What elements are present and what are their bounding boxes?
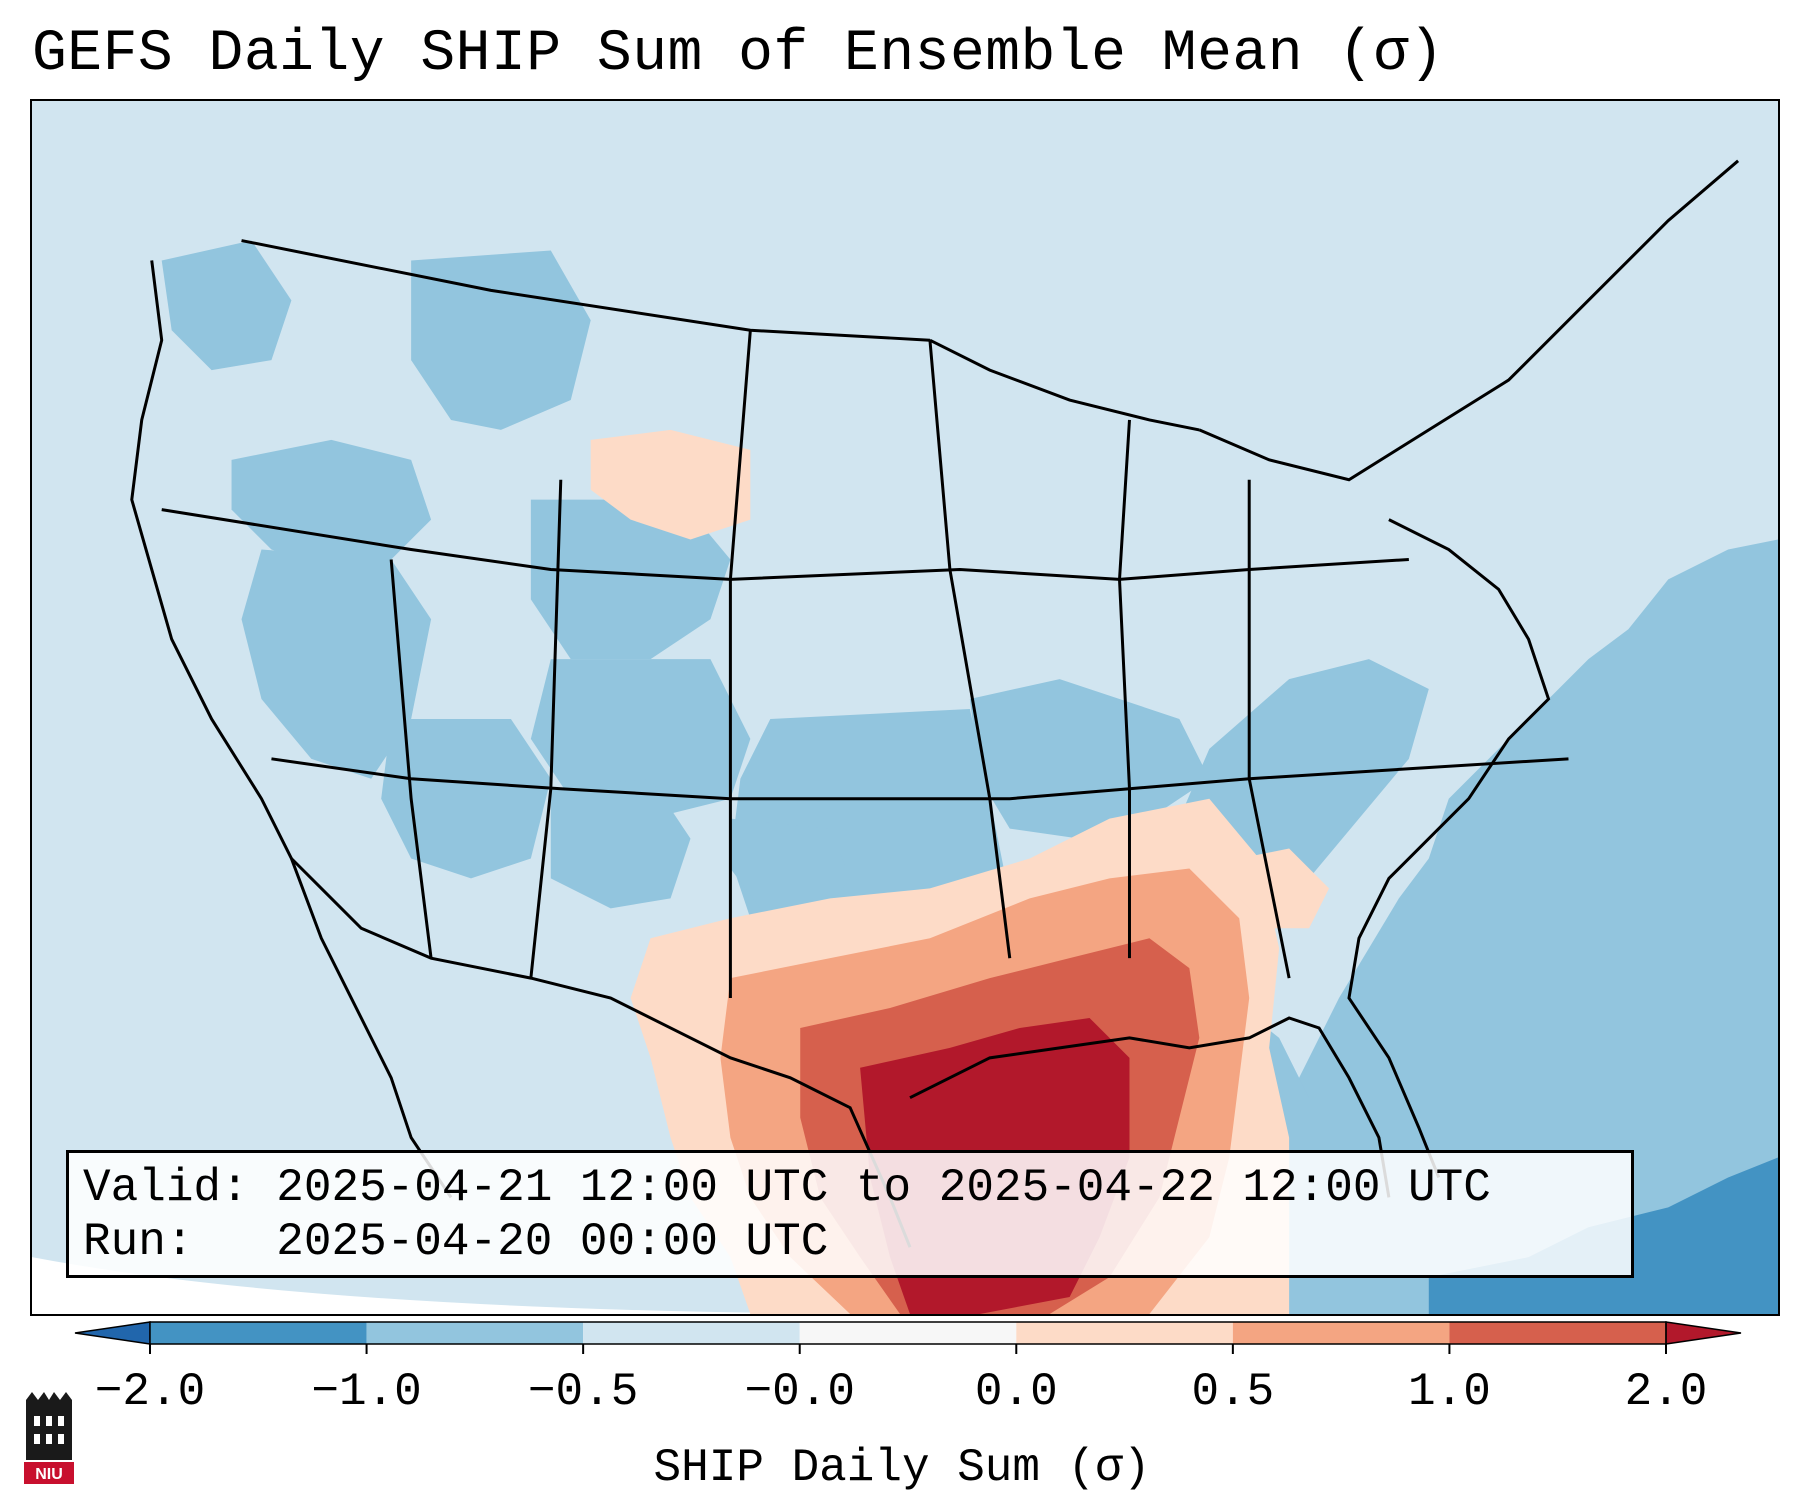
east-coastline — [1347, 518, 1551, 1179]
map-title: GEFS Daily SHIP Sum of Ensemble Mean (σ) — [32, 22, 1445, 87]
run-value: 2025-04-20 00:00 UTC — [276, 1216, 829, 1268]
wyoming-positive-patch — [590, 429, 751, 540]
pacific-northwest-negative — [161, 240, 292, 371]
us-canada-border — [241, 239, 931, 342]
pacific-coastline — [130, 260, 453, 1199]
wyoming-negative — [530, 499, 731, 660]
colorbar-segment — [150, 1322, 367, 1344]
great-basin-negative — [241, 549, 432, 779]
colorbar-under-extension — [74, 1321, 151, 1345]
colorbar-tick-label: −1.0 — [311, 1366, 421, 1418]
atlantic-moderate-negative — [1279, 539, 1778, 1314]
state-line-col-2 — [529, 479, 563, 979]
us-mexico-border — [290, 857, 912, 1248]
logo-text: NIU — [35, 1466, 63, 1483]
colorbar-segment — [799, 1322, 1017, 1344]
state-line-row-2 — [271, 757, 1569, 801]
colorbar: −2.0 −1.0 −0.5 −0.0 0.0 0.5 1.0 2.0 SHIP Daily … — [74, 1321, 1742, 1494]
colorbar-segment — [583, 1322, 800, 1344]
valid-value: 2025-04-21 12:00 UTC to 2025-04-22 12:00… — [276, 1162, 1491, 1214]
colorbar-tick-label: −2.0 — [95, 1366, 205, 1418]
state-line-row-1 — [161, 508, 1409, 581]
montana-negative — [411, 250, 591, 430]
colorbar-label: SHIP Daily Sum (σ) — [654, 1442, 1151, 1494]
colorbar-segments — [74, 1321, 1742, 1345]
boundaries — [130, 159, 1740, 1248]
state-line-col-5 — [1118, 419, 1131, 959]
colorbar-tick-label: 0.5 — [1191, 1366, 1274, 1418]
colorbar-tick-label: 2.0 — [1625, 1366, 1708, 1418]
gulf-coastline — [909, 1016, 1391, 1198]
new-mexico-negative — [550, 778, 691, 909]
colorbar-segment — [1016, 1322, 1233, 1344]
colorbar-tick-label: 1.0 — [1408, 1366, 1491, 1418]
northwest-negative-1 — [231, 439, 432, 570]
colorbar-segment — [1232, 1322, 1450, 1344]
valid-label: Valid: — [83, 1162, 249, 1214]
valid-row: Valid: 2025-04-21 12:00 UTC to 2025-04-2… — [83, 1161, 1631, 1215]
state-line-col-3 — [728, 330, 752, 999]
colorbar-outline — [149, 1321, 1667, 1345]
run-row: Run: 2025-04-20 00:00 UTC — [83, 1215, 1631, 1269]
map-panel — [30, 99, 1780, 1316]
state-line-col-6 — [1247, 479, 1291, 979]
colorbar-tick-label: −0.5 — [528, 1366, 638, 1418]
colorbar-over-extension — [1665, 1321, 1742, 1345]
state-line-col-1 — [389, 559, 433, 959]
colorado-negative — [530, 659, 751, 819]
arizona-negative — [381, 718, 551, 879]
colorbar-tick-label: −0.0 — [745, 1366, 855, 1418]
niu-logo: NIU — [24, 1392, 74, 1484]
colorbar-ticks: −2.0 −1.0 −0.5 −0.0 0.0 0.5 1.0 2.0 — [95, 1344, 1708, 1418]
ship-field-map — [32, 101, 1778, 1314]
great-lakes-border — [929, 338, 1200, 432]
colorbar-tick-label: 0.0 — [975, 1366, 1058, 1418]
georgia-positive-patch — [1239, 848, 1330, 929]
colorbar-segment — [366, 1322, 584, 1344]
state-line-col-4 — [928, 340, 1012, 959]
validity-info-box: Valid: 2025-04-21 12:00 UTC to 2025-04-2… — [66, 1150, 1634, 1278]
colorbar-segment — [1449, 1322, 1666, 1344]
ohio-valley-negative — [969, 679, 1210, 839]
northeast-border — [1198, 159, 1740, 482]
run-label: Run: — [83, 1216, 194, 1268]
west-texas-negative — [730, 818, 851, 919]
domain-edge-bottom-left — [32, 1257, 930, 1314]
